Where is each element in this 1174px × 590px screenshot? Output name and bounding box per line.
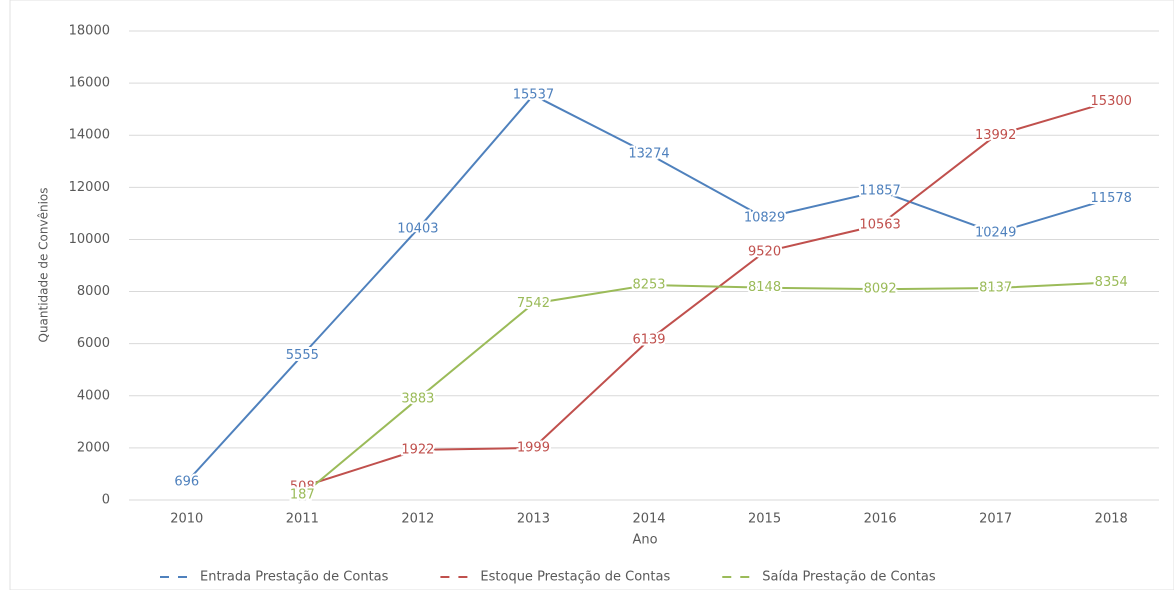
y-tick-label: 8000 <box>77 284 110 299</box>
data-label: 15300 <box>1091 94 1132 109</box>
x-axis-title: Ano <box>632 533 657 548</box>
data-label: 8148 <box>748 280 781 295</box>
y-tick-label: 10000 <box>69 232 110 247</box>
data-label: 9520 <box>748 244 781 259</box>
data-label: 5555 <box>286 348 319 363</box>
series-line <box>186 93 1112 483</box>
series-line <box>302 100 1112 488</box>
x-tick-label: 2011 <box>286 512 319 527</box>
data-label: 1922 <box>401 442 434 457</box>
x-tick-label: 2016 <box>864 512 897 527</box>
y-tick-label: 14000 <box>69 128 110 143</box>
x-tick-label: 2018 <box>1095 512 1128 527</box>
data-label: 8137 <box>979 280 1012 295</box>
data-label: 10403 <box>397 221 438 236</box>
legend-label: Estoque Prestação de Contas <box>480 570 670 585</box>
legend-item: Estoque Prestação de Contas <box>440 570 670 585</box>
data-label: 696 <box>174 474 199 489</box>
data-label: 8253 <box>632 277 665 292</box>
y-tick-label: 0 <box>102 493 110 508</box>
x-tick-label: 2017 <box>979 512 1012 527</box>
legend-item: Entrada Prestação de Contas <box>160 570 389 585</box>
x-tick-label: 2014 <box>632 512 665 527</box>
data-label: 8354 <box>1095 275 1128 290</box>
legend-label: Saída Prestação de Contas <box>762 570 936 585</box>
data-label: 7542 <box>517 296 550 311</box>
x-tick-label: 2010 <box>170 512 203 527</box>
data-label: 187 <box>290 488 315 503</box>
data-label: 508 <box>290 479 315 494</box>
legend-label: Entrada Prestação de Contas <box>200 570 389 585</box>
data-label: 13992 <box>975 128 1016 143</box>
data-label: 6139 <box>632 333 665 348</box>
data-label: 1999 <box>517 440 550 455</box>
data-label: 10249 <box>975 225 1016 240</box>
y-axis-title: Quantidade de Convênios <box>37 188 51 343</box>
series-line <box>301 281 1112 496</box>
y-tick-label: 16000 <box>69 76 110 91</box>
x-tick-label: 2015 <box>748 512 781 527</box>
data-label: 3883 <box>401 391 434 406</box>
data-label: 10563 <box>859 217 900 232</box>
y-tick-label: 18000 <box>69 24 110 39</box>
x-tick-label: 2013 <box>517 512 550 527</box>
data-label: 11578 <box>1091 191 1132 206</box>
data-label: 11857 <box>859 184 900 199</box>
data-label: 15537 <box>513 88 554 103</box>
data-label: 8092 <box>864 282 897 297</box>
data-label: 13274 <box>628 147 669 162</box>
y-tick-label: 6000 <box>77 336 110 351</box>
legend-item: Saída Prestação de Contas <box>722 570 936 585</box>
data-label: 10829 <box>744 210 785 225</box>
x-tick-label: 2012 <box>401 512 434 527</box>
y-tick-label: 2000 <box>77 440 110 455</box>
y-tick-label: 12000 <box>69 180 110 195</box>
y-tick-label: 4000 <box>77 388 110 403</box>
